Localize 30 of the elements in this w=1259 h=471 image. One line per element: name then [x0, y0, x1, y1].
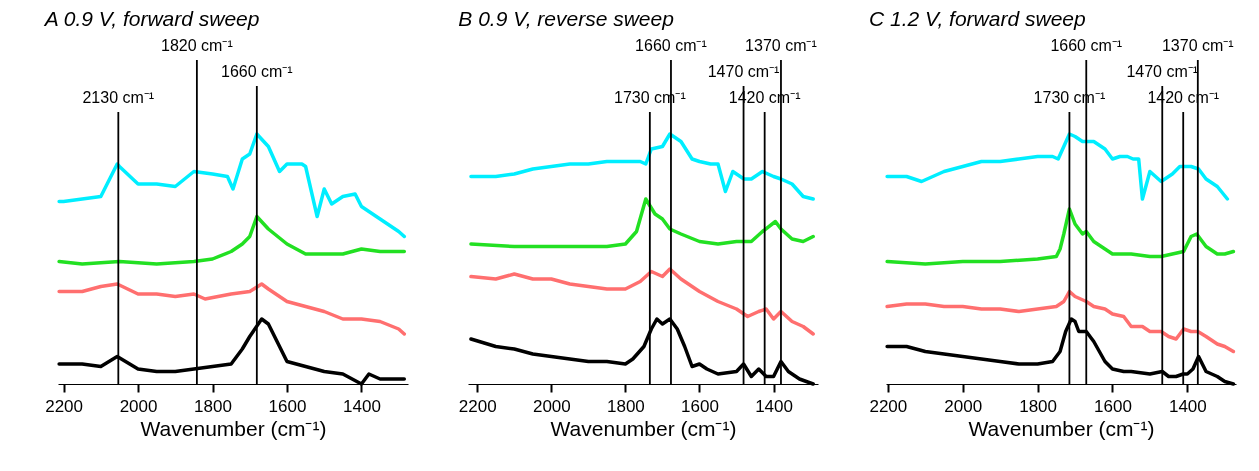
- x-tick-label: 1800: [194, 396, 232, 416]
- x-tick-label: 2000: [532, 396, 571, 416]
- x-tick-label: 1400: [755, 396, 793, 416]
- x-tick-label: 2000: [119, 396, 158, 416]
- x-tick-label: 2000: [944, 396, 983, 416]
- chart-title: B 0.9 V, reverse sweep: [458, 7, 674, 30]
- x-axis-title: Wavenumber (cm⁻¹): [140, 416, 327, 440]
- ref-line-label: 1660 cm⁻¹: [635, 37, 707, 54]
- x-tick-label: 1400: [1168, 396, 1207, 416]
- x-tick-label: 2200: [458, 396, 497, 416]
- x-tick-label: 1400: [343, 396, 381, 416]
- ref-line-label: 2130 cm⁻¹: [82, 89, 155, 106]
- x-tick-label: 1600: [1094, 396, 1132, 416]
- ref-line-label: 1370 cm⁻¹: [745, 37, 817, 54]
- x-tick-label: 1800: [606, 396, 645, 416]
- x-tick-label: 1600: [268, 396, 307, 416]
- x-tick-label: 2200: [869, 396, 908, 416]
- x-axis-title: Wavenumber (cm⁻¹): [968, 416, 1155, 440]
- ref-line-label: 1660 cm⁻¹: [1050, 37, 1123, 54]
- x-tick-label: 1600: [681, 396, 719, 416]
- chart-title: A 0.9 V, forward sweep: [42, 7, 260, 30]
- x-axis-title: Wavenumber (cm⁻¹): [550, 416, 737, 440]
- ref-line-label: 1660 cm⁻¹: [220, 63, 293, 80]
- ref-line-label: 1370 cm⁻¹: [1161, 37, 1234, 54]
- x-tick-label: 1800: [1019, 396, 1058, 416]
- ref-line-label: 1470 cm⁻¹: [1126, 63, 1199, 80]
- ref-line-label: 1820 cm⁻¹: [161, 37, 233, 54]
- chart-title: C 1.2 V, forward sweep: [868, 7, 1086, 30]
- ref-line-label: 1470 cm⁻¹: [707, 63, 780, 80]
- x-tick-label: 2200: [45, 396, 83, 416]
